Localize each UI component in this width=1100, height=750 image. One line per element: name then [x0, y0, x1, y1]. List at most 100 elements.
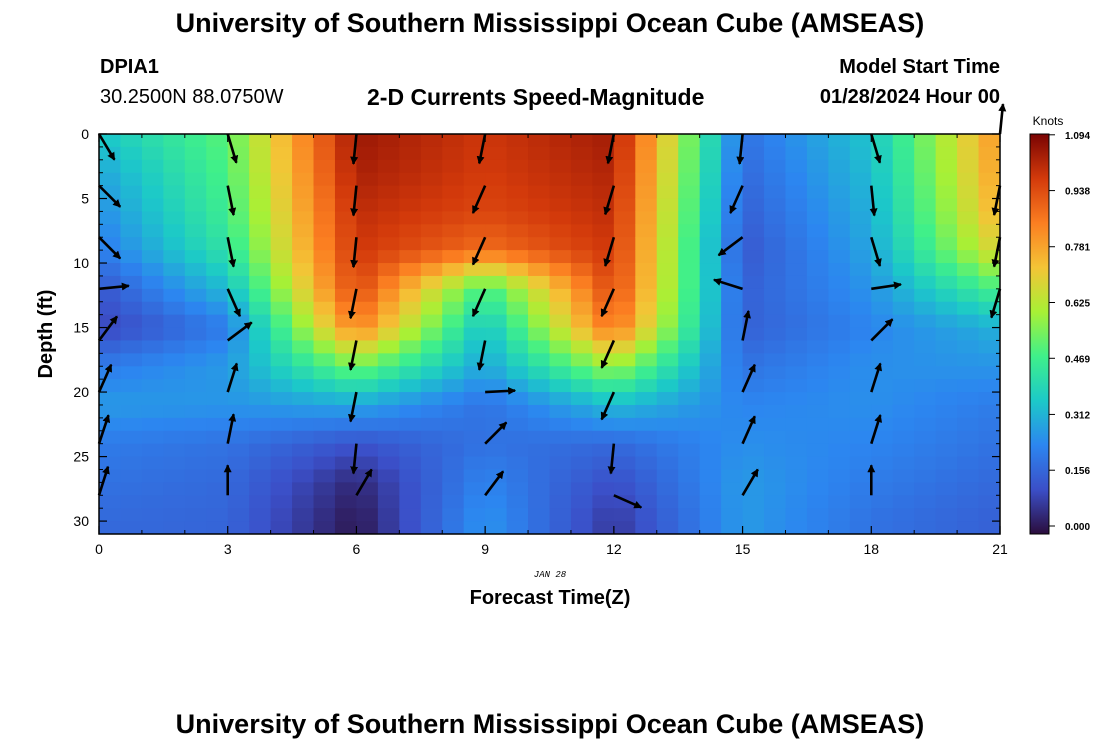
heatmap-cell: [463, 211, 486, 225]
heatmap-cell: [270, 224, 293, 238]
heatmap-cell: [399, 495, 422, 509]
current-vector: [741, 468, 759, 496]
heatmap-cell: [935, 185, 958, 200]
heatmap-cell: [849, 263, 872, 277]
heatmap-cell: [828, 185, 851, 200]
current-vector: [484, 470, 505, 497]
heatmap-cell: [120, 366, 143, 380]
heatmap-cell: [184, 185, 207, 200]
heatmap-cell: [613, 237, 636, 251]
heatmap-cell: [678, 314, 701, 329]
heatmap-cell: [420, 508, 443, 522]
heatmap-cell: [764, 146, 786, 161]
heatmap-cell: [120, 288, 143, 303]
heatmap-cell: [377, 521, 400, 535]
heatmap-cell: [978, 404, 1001, 419]
heatmap-cell: [613, 314, 636, 329]
heatmap-cell: [828, 508, 851, 522]
heatmap-cell: [334, 443, 357, 458]
heatmap-cell: [399, 469, 422, 483]
current-vector: [226, 236, 237, 268]
heatmap-cell: [442, 327, 465, 341]
heatmap-cell: [721, 172, 744, 187]
heatmap-cell: [399, 263, 422, 277]
heatmap-cell: [678, 198, 701, 212]
heatmap-cell: [184, 469, 207, 483]
heatmap-cell: [163, 301, 186, 316]
heatmap-cell: [828, 404, 851, 419]
heatmap-cell: [656, 185, 679, 200]
current-vector: [97, 133, 116, 161]
heatmap-cell: [849, 521, 872, 535]
heatmap-cell: [892, 314, 915, 329]
heatmap-cell: [463, 263, 486, 277]
heatmap-cell: [635, 224, 658, 238]
heatmap-cell: [120, 508, 143, 522]
heatmap-cell: [871, 288, 894, 303]
heatmap-cell: [978, 508, 1001, 522]
heatmap-cell: [699, 146, 722, 161]
heatmap-cell: [806, 288, 829, 303]
heatmap-cell: [721, 469, 744, 483]
heatmap-cell: [420, 392, 443, 406]
heatmap-cell: [249, 379, 272, 393]
current-vector: [226, 133, 239, 164]
heatmap-cell: [356, 417, 379, 432]
heatmap-cell: [163, 224, 186, 238]
heatmap-cell: [120, 314, 143, 329]
heatmap-cell: [377, 237, 400, 251]
heatmap-cell: [442, 521, 465, 535]
heatmap-cell: [978, 417, 1001, 432]
heatmap-cell: [806, 482, 829, 496]
heatmap-cell: [935, 172, 958, 187]
heatmap-cell: [377, 134, 400, 148]
x-tick-label: 15: [735, 541, 751, 557]
colorbar-tick-label: 0.156: [1065, 466, 1090, 477]
heatmap-cell: [163, 314, 186, 329]
heatmap-cell: [570, 146, 593, 161]
heatmap-cell: [528, 379, 550, 393]
colorbar-scale: [1029, 133, 1050, 535]
heatmap-cell: [871, 443, 894, 458]
heatmap-cell: [249, 237, 272, 251]
heatmap-cell: [420, 314, 443, 329]
heatmap-cell: [871, 301, 894, 316]
heatmap-cell: [635, 301, 658, 316]
heatmap-cell: [377, 404, 400, 419]
heatmap-cell: [99, 327, 121, 341]
heatmap-cell: [785, 482, 808, 496]
heatmap-cell: [442, 379, 465, 393]
heatmap-cell: [570, 521, 593, 535]
heatmap-cell: [120, 469, 143, 483]
heatmap-cell: [957, 134, 980, 148]
heatmap-cell: [678, 456, 701, 470]
heatmap-cell: [785, 159, 808, 174]
heatmap-cell: [442, 146, 465, 161]
heatmap-cell: [356, 314, 379, 329]
heatmap-cell: [785, 521, 808, 535]
heatmap-cell: [334, 237, 357, 251]
heatmap-cell: [506, 340, 529, 354]
heatmap-cell: [334, 521, 357, 535]
heatmap-cell: [141, 159, 164, 174]
heatmap-cell: [871, 224, 894, 238]
heatmap-cell: [377, 456, 400, 470]
heatmap-cell: [420, 237, 443, 251]
heatmap-cell: [892, 250, 915, 264]
heatmap-cell: [442, 508, 465, 522]
heatmap-cell: [721, 404, 744, 419]
heatmap-cell: [249, 314, 272, 329]
heatmap-cell: [764, 314, 786, 329]
heatmap-cell: [613, 185, 636, 200]
heatmap-cell: [957, 417, 980, 432]
heatmap-cell: [549, 224, 572, 238]
plot-frame: [98, 133, 1001, 535]
current-vector: [226, 185, 237, 217]
heatmap-cell: [785, 250, 808, 264]
heatmap-cell: [570, 417, 593, 432]
heatmap-cell: [463, 314, 486, 329]
heatmap-cell: [764, 288, 786, 303]
heatmap-cell: [849, 159, 872, 174]
heatmap-cell: [313, 340, 336, 354]
heatmap-cell: [334, 379, 357, 393]
